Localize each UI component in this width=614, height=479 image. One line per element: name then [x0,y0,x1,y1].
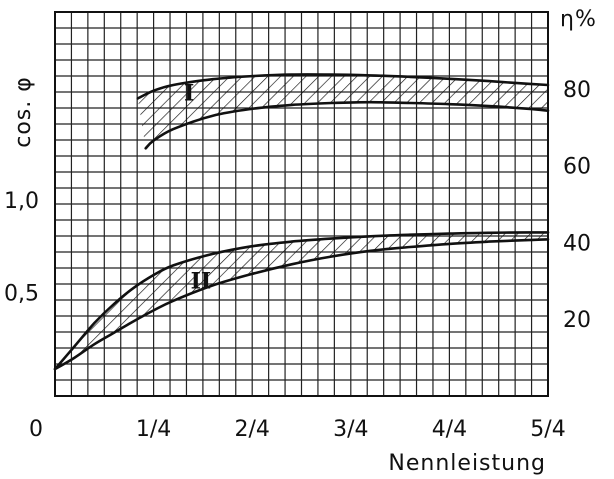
x-tick-labels: 0 1/4 2/4 3/4 4/4 5/4 [29,417,566,442]
right-tick-label: 60 [563,155,591,180]
plot-frame [54,11,549,397]
x-tick-label: 0 [29,417,43,442]
right-tick-label: 80 [563,78,591,103]
band-II: II [53,231,550,371]
x-tick-label: 3/4 [333,417,368,442]
band-label: I [184,80,194,106]
x-tick-label: 4/4 [432,417,467,442]
x-tick-label: 5/4 [530,417,565,442]
series-line-upper [53,231,550,371]
bands: III [53,73,550,371]
band-I: I [136,73,550,150]
series-line-lower [144,100,550,150]
right-axis-title: η% [560,7,597,32]
left-tick-label: 1,0 [4,189,39,214]
series-line-upper [136,73,550,100]
x-axis-title: Nennleistung [388,451,546,476]
x-tick-label: 2/4 [234,417,269,442]
band-hatch [55,232,548,370]
right-tick-label: 40 [563,231,591,256]
band-label: II [191,268,212,294]
left-tick-label: 0,5 [4,281,39,306]
left-axis-title: cos. φ [11,76,36,148]
grid [54,11,549,397]
right-tick-labels: 20 40 60 80 [563,78,591,333]
right-tick-label: 20 [563,308,591,333]
left-tick-labels: 0,5 1,0 [4,189,39,306]
x-tick-label: 1/4 [136,417,171,442]
band-hatch [137,74,549,149]
series-line-lower [53,238,550,371]
